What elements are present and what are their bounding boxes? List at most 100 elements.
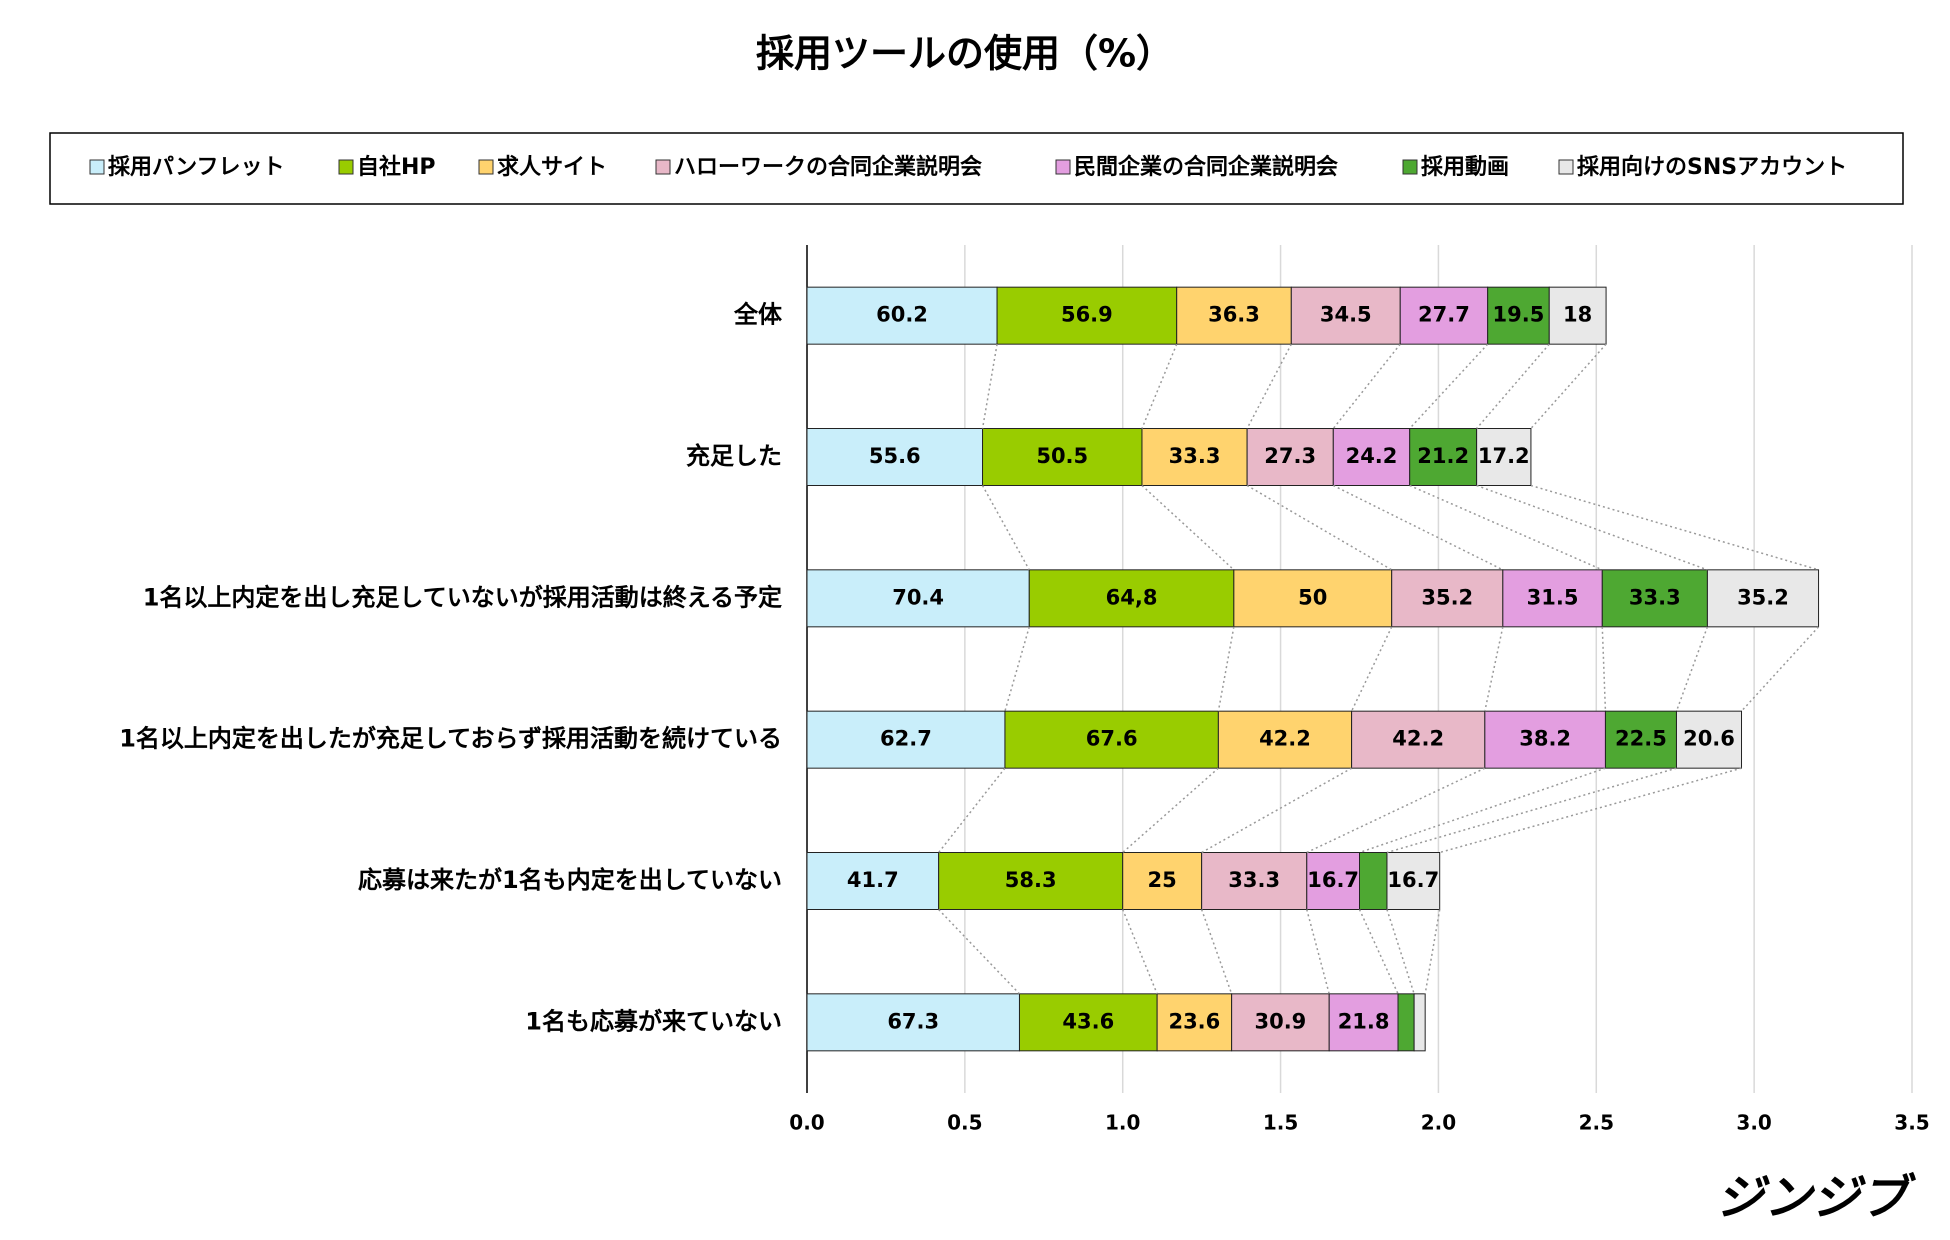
bar-segment: [1018, 993, 1158, 1052]
x-tick-label: 1.0: [1105, 1111, 1140, 1135]
data-label: 62.7: [880, 727, 932, 751]
connector: [938, 767, 1006, 853]
data-label: 24.2: [1346, 444, 1398, 468]
bar-segment: [1233, 569, 1393, 628]
bar-segment: [1141, 428, 1248, 486]
connector: [1246, 343, 1292, 429]
bar-segment: [1306, 852, 1361, 910]
data-label: 33.3: [1169, 444, 1221, 468]
legend-label: 採用パンフレット: [108, 155, 284, 180]
bar-segment: [1386, 852, 1441, 910]
connector: [1350, 626, 1393, 712]
data-label: 42.2: [1259, 727, 1311, 751]
x-tick-label: 3.5: [1894, 1111, 1929, 1135]
bar-segment: [1604, 710, 1677, 769]
x-tick-label: 3.0: [1736, 1111, 1771, 1135]
data-label: 50.5: [1036, 444, 1088, 468]
bar-segment: [1359, 852, 1388, 910]
bar-segment: [1413, 993, 1426, 1052]
x-tick-label: 0.5: [947, 1111, 982, 1135]
connector: [1217, 626, 1235, 712]
legend-label: ハローワークの合同企業説明会: [674, 154, 982, 180]
connector: [1141, 484, 1235, 571]
y-tick-label: 1名も応募が来ていない: [525, 1007, 782, 1035]
data-label: 41.7: [847, 868, 899, 892]
bar-segment: [1246, 428, 1334, 486]
bar-segment: [1409, 428, 1478, 486]
connector: [1530, 343, 1607, 429]
bar-segment: [1487, 286, 1550, 345]
data-label: 27.7: [1418, 303, 1470, 327]
bar-segment: [1675, 710, 1743, 769]
data-label: 19.5: [1493, 303, 1545, 327]
y-tick-label: 応募は来たが1名も内定を出していない: [358, 866, 782, 894]
data-label: 21.2: [1417, 444, 1469, 468]
connector: [1675, 626, 1709, 712]
data-label: 16.7: [1307, 868, 1359, 892]
connector: [1004, 626, 1030, 712]
bar-segment: [1397, 993, 1415, 1052]
legend-label: 採用動画: [1421, 155, 1509, 180]
data-label: 35.2: [1737, 585, 1789, 609]
data-label: 34.5: [1320, 303, 1372, 327]
x-tick-label: 0.0: [789, 1111, 824, 1135]
connector: [1332, 343, 1401, 429]
data-label: 16.7: [1387, 868, 1439, 892]
bar-segment: [996, 286, 1178, 345]
bar-segment: [806, 569, 1030, 628]
data-label: 67.3: [887, 1009, 939, 1033]
connector: [1386, 909, 1415, 995]
bar-segment: [1332, 428, 1411, 486]
connector: [1201, 767, 1352, 854]
data-label: 20.6: [1683, 727, 1735, 751]
connector: [1409, 484, 1603, 571]
bar-segment: [1391, 569, 1504, 628]
data-label: 55.6: [869, 444, 921, 468]
data-label: 22.5: [1615, 727, 1667, 751]
bar-segment: [1601, 569, 1708, 628]
data-label: 35.2: [1421, 585, 1473, 609]
chart-title: 採用ツールの使用（%）: [756, 32, 1174, 76]
connector: [981, 485, 1030, 571]
legend-swatch: [338, 159, 354, 175]
bar-segment: [938, 852, 1124, 910]
bar-segment: [806, 428, 984, 486]
bar-segment: [1476, 428, 1532, 486]
connector: [1306, 909, 1330, 995]
data-label: 56.9: [1061, 303, 1113, 327]
x-tick-label: 2.5: [1579, 1111, 1614, 1135]
y-tick-label: 全体: [733, 301, 783, 329]
bar-segment: [1231, 993, 1330, 1052]
data-label: 67.6: [1086, 727, 1138, 751]
data-label: 50: [1298, 585, 1327, 609]
legend-box: [49, 132, 1904, 205]
bar-segment: [806, 710, 1006, 769]
bar-segment: [1399, 286, 1489, 345]
connector: [1200, 909, 1233, 995]
bar-segment: [1122, 852, 1203, 910]
connector: [1601, 626, 1607, 712]
legend-label: 民間企業の合同企業説明会: [1074, 154, 1338, 180]
connector: [1386, 767, 1677, 854]
y-tick-label: 1名以上内定を出したが充足しておらず採用活動を続けている: [119, 725, 782, 753]
legend-label: 採用向けのSNSアカウント: [1577, 154, 1847, 180]
connector: [981, 344, 998, 429]
bar-segment: [1706, 569, 1820, 628]
connector: [1476, 343, 1550, 429]
data-label: 43.6: [1062, 1009, 1114, 1033]
connector: [1122, 909, 1158, 995]
data-label: 17.2: [1478, 444, 1530, 468]
bar-segment: [1028, 569, 1235, 628]
bar-segment: [806, 286, 998, 345]
logo: ジンジブ: [1716, 1170, 1916, 1226]
legend-swatch: [89, 159, 105, 175]
data-label: 38.2: [1519, 727, 1571, 751]
data-label: 60.2: [876, 303, 928, 327]
connector: [1484, 626, 1504, 712]
data-label: 33.3: [1629, 585, 1681, 609]
bar-segment: [1484, 710, 1606, 769]
connector: [1439, 767, 1742, 854]
connector: [1332, 484, 1504, 571]
bar-segment: [1351, 710, 1486, 769]
